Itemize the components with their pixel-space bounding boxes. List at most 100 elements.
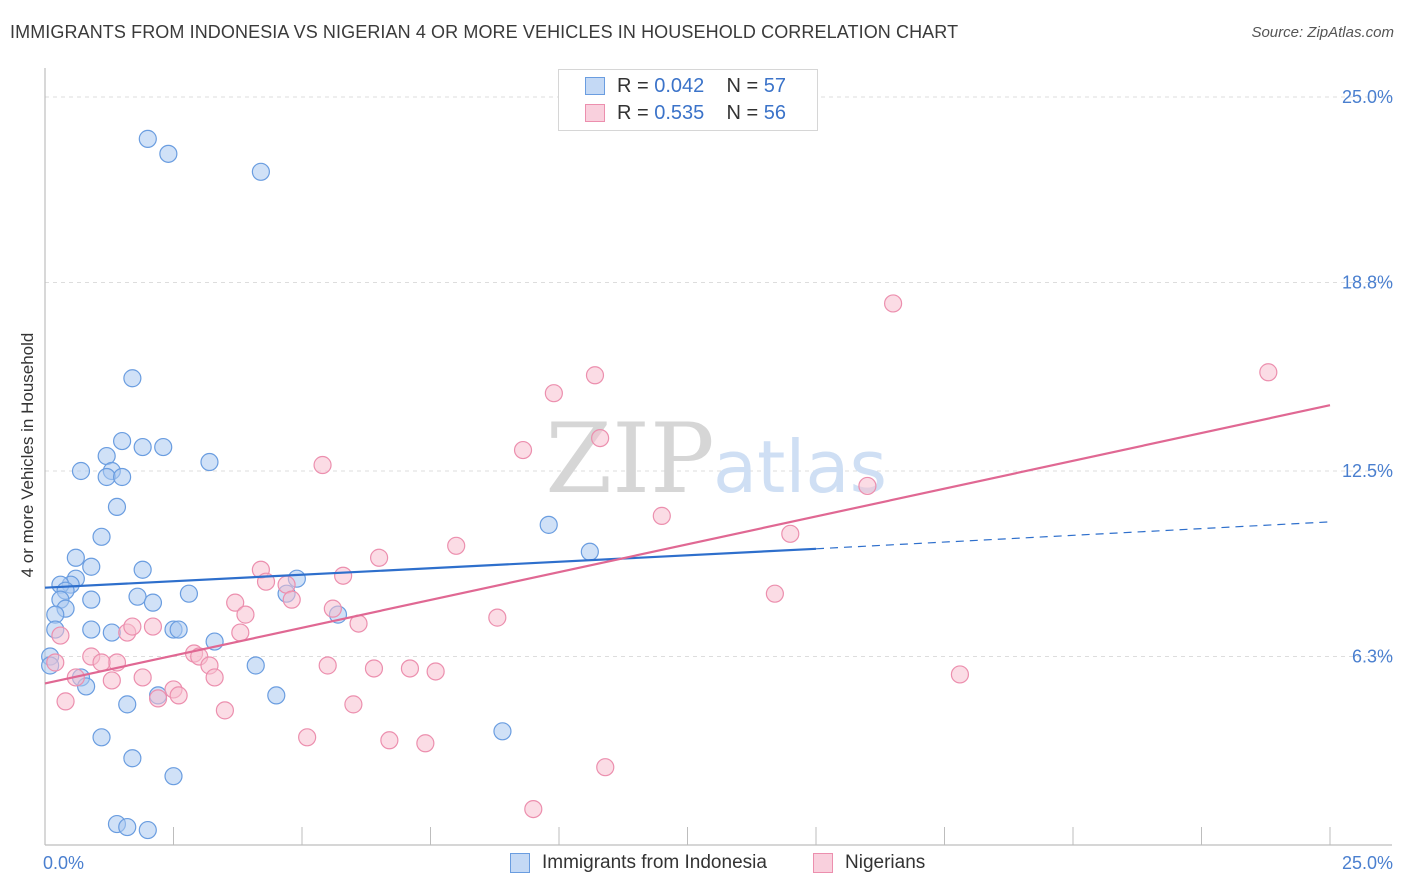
- indonesia-point-10: [97, 467, 116, 487]
- nigerians-point-26: [123, 617, 142, 636]
- indonesia-point-47: [118, 817, 137, 837]
- nigerians-point-0: [883, 294, 903, 313]
- legend-label-nigerians: Nigerians: [845, 852, 926, 873]
- nigerians-point-9: [781, 524, 800, 543]
- nigerians-point-54: [524, 799, 543, 819]
- indonesia-point-25: [128, 587, 147, 606]
- legend-swatch-pink: [585, 104, 605, 122]
- indonesia-point-30: [82, 620, 101, 639]
- indonesia-point-12: [200, 452, 219, 472]
- y-tick-label-2: 18.8%: [1342, 273, 1393, 293]
- nigerians-point-47: [56, 692, 75, 711]
- legend-r-value: 0.535: [654, 102, 705, 124]
- nigerians-point-40: [205, 668, 224, 687]
- indonesia-point-26: [143, 593, 163, 612]
- indonesia-point-16: [82, 557, 101, 576]
- nigerians-point-51: [380, 731, 399, 750]
- nigerians-point-17: [226, 593, 245, 612]
- indonesia-point-48: [138, 820, 157, 840]
- indonesia-trend-extension: [815, 521, 1331, 550]
- nigerians-point-45: [169, 686, 188, 705]
- nigerians-point-39: [950, 665, 970, 684]
- series-nigerians-points: [46, 294, 1278, 819]
- nigerians-point-7: [858, 476, 877, 496]
- nigerians-point-21: [488, 608, 507, 627]
- nigerians-point-10: [447, 536, 466, 555]
- nigerians-point-37: [400, 659, 420, 678]
- nigerians-point-18: [236, 605, 255, 624]
- nigerians-point-41: [133, 668, 152, 687]
- nigerians-point-52: [416, 734, 435, 753]
- legend-n-value: 57: [763, 75, 787, 97]
- trend-lines: [44, 404, 1331, 685]
- indonesia-point-1: [159, 144, 178, 163]
- indonesia-trend-line: [44, 547, 817, 589]
- indonesia-point-17: [133, 560, 152, 579]
- indonesia-point-54: [493, 722, 512, 741]
- legend-n-value: 56: [763, 102, 787, 124]
- legend-label-indonesia: Immigrants from Indonesia: [542, 852, 767, 873]
- watermark: ZIP atlas: [545, 403, 887, 515]
- legend-r-label: R =: [617, 75, 655, 97]
- y-tick-label-1: 12.5%: [1342, 461, 1393, 481]
- indonesia-point-15: [66, 548, 85, 567]
- grid-lines: [45, 96, 1392, 658]
- indonesia-point-27: [179, 584, 199, 603]
- indonesia-point-41: [118, 695, 137, 714]
- nigerians-point-19: [323, 599, 342, 618]
- indonesia-point-42: [246, 656, 265, 675]
- nigerians-point-27: [51, 626, 70, 645]
- legend-n-label: N =: [726, 102, 764, 124]
- indonesia-point-11: [112, 467, 132, 487]
- indonesia-point-31: [102, 623, 121, 642]
- series-indonesia-points: [41, 129, 599, 840]
- nigerians-point-1: [1259, 363, 1278, 382]
- nigerians-point-14: [334, 566, 353, 585]
- indonesia-point-33: [169, 620, 188, 639]
- nigerians-point-31: [92, 653, 111, 672]
- nigerians-point-23: [231, 623, 250, 642]
- nigerians-point-46: [148, 689, 168, 708]
- indonesia-point-13: [107, 497, 127, 517]
- x-tick-label-0: 0.0%: [43, 853, 84, 873]
- nigerians-point-43: [102, 671, 121, 690]
- source-label: Source: ZipAtlas.com: [1251, 24, 1394, 41]
- nigerians-point-38: [426, 662, 445, 681]
- legend-r-label: R =: [617, 102, 655, 124]
- nigerians-point-28: [46, 653, 65, 672]
- indonesia-point-8: [71, 461, 91, 481]
- axes: [44, 68, 1392, 846]
- indonesia-point-2: [251, 162, 270, 181]
- nigerians-point-22: [765, 584, 784, 603]
- nigerians-point-5: [513, 440, 533, 460]
- indonesia-point-40: [267, 686, 286, 705]
- chart-title: IMMIGRANTS FROM INDONESIA VS NIGERIAN 4 …: [10, 22, 959, 42]
- legend-swatch-blue: [585, 77, 605, 95]
- watermark-zip: ZIP: [545, 403, 714, 515]
- indonesia-point-5: [133, 437, 152, 457]
- indonesia-point-52: [539, 515, 558, 534]
- legend-swatch-pink: [813, 853, 833, 873]
- legend-n-label: N =: [726, 75, 764, 97]
- nigerians-point-50: [298, 728, 317, 747]
- legend-stats-nigerians: R = 0.535 N = 56: [617, 102, 786, 125]
- legend-stats-indonesia: R = 0.042 N = 57: [617, 75, 786, 98]
- nigerians-point-3: [544, 384, 563, 403]
- legend-swatch-blue: [510, 853, 530, 873]
- nigerians-point-6: [313, 455, 332, 475]
- nigerians-point-4: [591, 428, 610, 448]
- nigerians-point-2: [585, 366, 605, 385]
- indonesia-point-14: [92, 527, 111, 546]
- indonesia-point-44: [123, 749, 142, 768]
- nigerians-point-8: [652, 506, 671, 525]
- nigerians-point-11: [370, 548, 389, 567]
- stats-legend: R = 0.042 N = 57 R = 0.535 N = 56: [558, 69, 818, 131]
- x-tick-label-1: 25.0%: [1342, 853, 1393, 873]
- indonesia-point-45: [164, 767, 183, 786]
- tick-labels: 6.3% 12.5% 18.8% 25.0% 0.0% 25.0%: [43, 87, 1393, 873]
- indonesia-point-53: [580, 542, 599, 561]
- legend-r-value: 0.042: [654, 75, 705, 97]
- y-tick-label-0: 6.3%: [1352, 647, 1393, 667]
- nigerians-point-36: [364, 659, 384, 678]
